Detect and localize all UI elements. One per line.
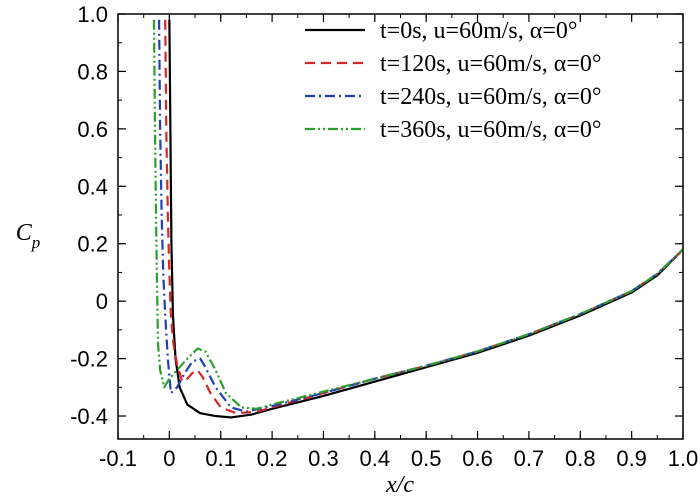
y-axis-label: Cp — [16, 220, 41, 252]
x-axis: -0.1 0 0.1 0.2 0.3 0.4 0.5 0.6 0.7 0.8 0.9 1.0 — [99, 14, 698, 471]
y-tick-label: 0.6 — [77, 117, 108, 142]
legend-label-3: t=360s, u=60m/s, α=0° — [380, 117, 601, 143]
x-tick-label: -0.1 — [99, 446, 137, 471]
y-axis: -0.4 -0.2 0 0.2 0.4 0.6 0.8 1.0 — [70, 2, 683, 429]
y-tick-label: 0 — [96, 289, 108, 314]
data-curves — [152, 19, 683, 419]
x-tick-label: 0.5 — [411, 446, 442, 471]
x-tick-label: 0.7 — [514, 446, 545, 471]
legend: t=0s, u=60m/s, α=0° t=120s, u=60m/s, α=0°… — [305, 18, 601, 143]
x-axis-label: x/c — [385, 472, 414, 498]
x-tick-label: 0.6 — [462, 446, 493, 471]
legend-label-0: t=0s, u=60m/s, α=0° — [380, 18, 577, 44]
x-tick-label: 0.9 — [616, 446, 647, 471]
y-tick-label: -0.2 — [70, 347, 108, 372]
x-tick-label: 0.8 — [565, 446, 596, 471]
x-tick-label: 0.2 — [257, 446, 288, 471]
x-tick-label: 0.1 — [205, 446, 236, 471]
x-axis-title: x/c — [385, 472, 414, 498]
x-tick-label: 0 — [163, 446, 175, 471]
y-tick-label: -0.4 — [70, 404, 108, 429]
x-tick-label: 0.3 — [308, 446, 339, 471]
y-tick-label: 0.2 — [77, 232, 108, 257]
y-tick-label: 1.0 — [77, 2, 108, 27]
series-line-3 — [152, 19, 683, 410]
series-line-2 — [157, 19, 683, 413]
x-tick-label: 1.0 — [668, 446, 699, 471]
y-axis-label-sub: p — [31, 233, 41, 252]
x-tick-label: 0.4 — [360, 446, 391, 471]
y-axis-title: Cp — [16, 220, 41, 252]
legend-label-2: t=240s, u=60m/s, α=0° — [380, 84, 601, 110]
series-line-0 — [168, 19, 683, 419]
legend-label-1: t=120s, u=60m/s, α=0° — [380, 51, 601, 77]
y-tick-label: 0.8 — [77, 59, 108, 84]
y-axis-label-main: C — [16, 220, 33, 246]
series-line-1 — [164, 19, 683, 415]
y-tick-label: 0.4 — [77, 174, 108, 199]
